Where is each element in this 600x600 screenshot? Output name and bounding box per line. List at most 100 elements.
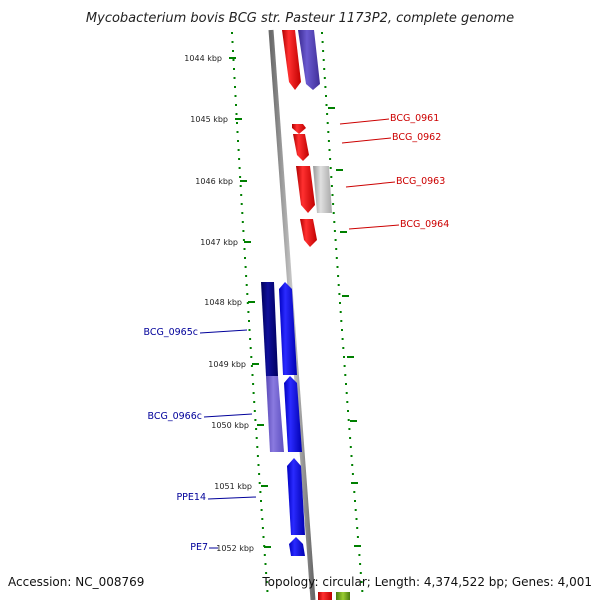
tick-label: 1048 kbp xyxy=(204,298,242,307)
gene-label-pe7[interactable]: PE7 xyxy=(190,542,208,553)
track-dot xyxy=(254,419,257,421)
tick-label: 1047 kbp xyxy=(200,238,238,247)
cds-bcg-0963-gray xyxy=(313,166,332,213)
gene-label-bcg-0962[interactable]: BCG_0962 xyxy=(392,132,441,143)
track-dot xyxy=(332,203,335,205)
track-dot xyxy=(324,86,327,88)
track-dot xyxy=(233,68,235,70)
track-dot xyxy=(265,572,268,574)
genome-summary-text: Topology: circular; Length: 4,374,522 bp… xyxy=(261,575,592,589)
track-dot xyxy=(257,464,260,466)
track-dot xyxy=(258,482,261,484)
track-dot xyxy=(361,590,364,592)
track-dot xyxy=(329,167,332,169)
cds-top-purple xyxy=(298,30,320,90)
gene-label-bcg-0965c[interactable]: BCG_0965c xyxy=(144,327,199,338)
track-dot xyxy=(341,329,343,331)
track-dot xyxy=(325,95,327,97)
track-dot xyxy=(237,140,239,142)
track-dot xyxy=(256,455,259,457)
track-dot xyxy=(264,563,267,565)
track-dot xyxy=(346,401,349,403)
track-dot xyxy=(350,455,353,457)
track-dot xyxy=(242,239,245,241)
track-dot xyxy=(359,563,362,565)
track-dot xyxy=(360,581,363,583)
kbp-ticks: 1044 kbp 1045 kbp 1046 kbp 1047 kbp 1048… xyxy=(184,54,271,553)
track-dot xyxy=(348,428,351,430)
gene-label-bcg-0964[interactable]: BCG_0964 xyxy=(400,219,449,230)
track-dot xyxy=(241,221,244,223)
tick-label: 1051 kbp xyxy=(214,482,252,491)
track-dot xyxy=(235,113,238,115)
track-dot xyxy=(339,302,341,304)
track-dot xyxy=(347,419,350,421)
track-dot xyxy=(329,158,332,160)
track-dot xyxy=(249,338,252,340)
track-dot xyxy=(236,122,238,124)
track-dot xyxy=(343,365,346,367)
cds-bottom-green xyxy=(336,592,350,600)
track-dot xyxy=(255,428,258,430)
track-dot xyxy=(247,311,250,313)
track-dot xyxy=(344,374,347,376)
track-dot xyxy=(249,347,252,349)
track-dot xyxy=(236,131,239,133)
track-dot xyxy=(334,239,337,241)
track-dot xyxy=(345,383,347,385)
track-dot xyxy=(246,293,249,295)
tick-label: 1052 kbp xyxy=(216,544,254,553)
cds-bcg-0961 xyxy=(292,124,306,134)
cds-bcg-0965c-light xyxy=(266,376,284,452)
label-leader xyxy=(203,413,253,418)
track-dot xyxy=(325,104,328,106)
gene-label-bcg-0961[interactable]: BCG_0961 xyxy=(390,113,439,124)
accession-text: Accession: NC_008769 xyxy=(8,575,144,589)
track-dot xyxy=(327,140,330,142)
track-dot xyxy=(250,356,253,358)
gene-label-bcg-0966c[interactable]: BCG_0966c xyxy=(148,411,203,422)
left-tick-track xyxy=(231,32,269,592)
track-dot xyxy=(261,527,264,529)
track-dot xyxy=(333,230,336,232)
label-leader xyxy=(199,329,248,334)
track-dot xyxy=(239,185,242,187)
track-dot xyxy=(238,158,241,160)
track-dot xyxy=(338,293,341,295)
label-leader xyxy=(341,137,392,144)
track-dot xyxy=(252,392,255,394)
track-dot xyxy=(244,257,246,259)
track-dot xyxy=(245,284,248,286)
track-dot xyxy=(231,32,233,34)
track-dot xyxy=(337,275,340,277)
track-dot xyxy=(256,446,259,448)
track-dot xyxy=(234,86,236,88)
track-dot xyxy=(354,509,357,511)
track-dot xyxy=(355,518,358,520)
track-dot xyxy=(265,581,268,583)
cds-ppe14 xyxy=(287,458,305,535)
cds-bcg-0963 xyxy=(296,166,315,213)
cds-bcg-0962 xyxy=(293,134,309,161)
gene-label-bcg-0963[interactable]: BCG_0963 xyxy=(396,176,445,187)
gene-label-ppe14[interactable]: PPE14 xyxy=(176,492,206,503)
label-leader xyxy=(207,496,257,500)
track-dot xyxy=(326,122,329,124)
cds-bcg-0965c-arrow xyxy=(279,282,297,375)
label-leader xyxy=(339,118,390,125)
tick-label: 1050 kbp xyxy=(211,421,249,430)
track-dot xyxy=(342,347,345,349)
track-dot xyxy=(345,392,348,394)
track-dot xyxy=(359,572,362,574)
track-dot xyxy=(252,383,255,385)
track-dot xyxy=(235,104,237,106)
track-dot xyxy=(327,131,330,133)
tick-label: 1049 kbp xyxy=(208,360,246,369)
track-dot xyxy=(260,509,263,511)
cds-bcg-0964 xyxy=(300,219,317,247)
track-dot xyxy=(263,554,266,556)
track-dot xyxy=(244,266,247,268)
track-dot xyxy=(259,491,262,493)
track-dot xyxy=(248,329,251,331)
track-dot xyxy=(341,338,344,340)
